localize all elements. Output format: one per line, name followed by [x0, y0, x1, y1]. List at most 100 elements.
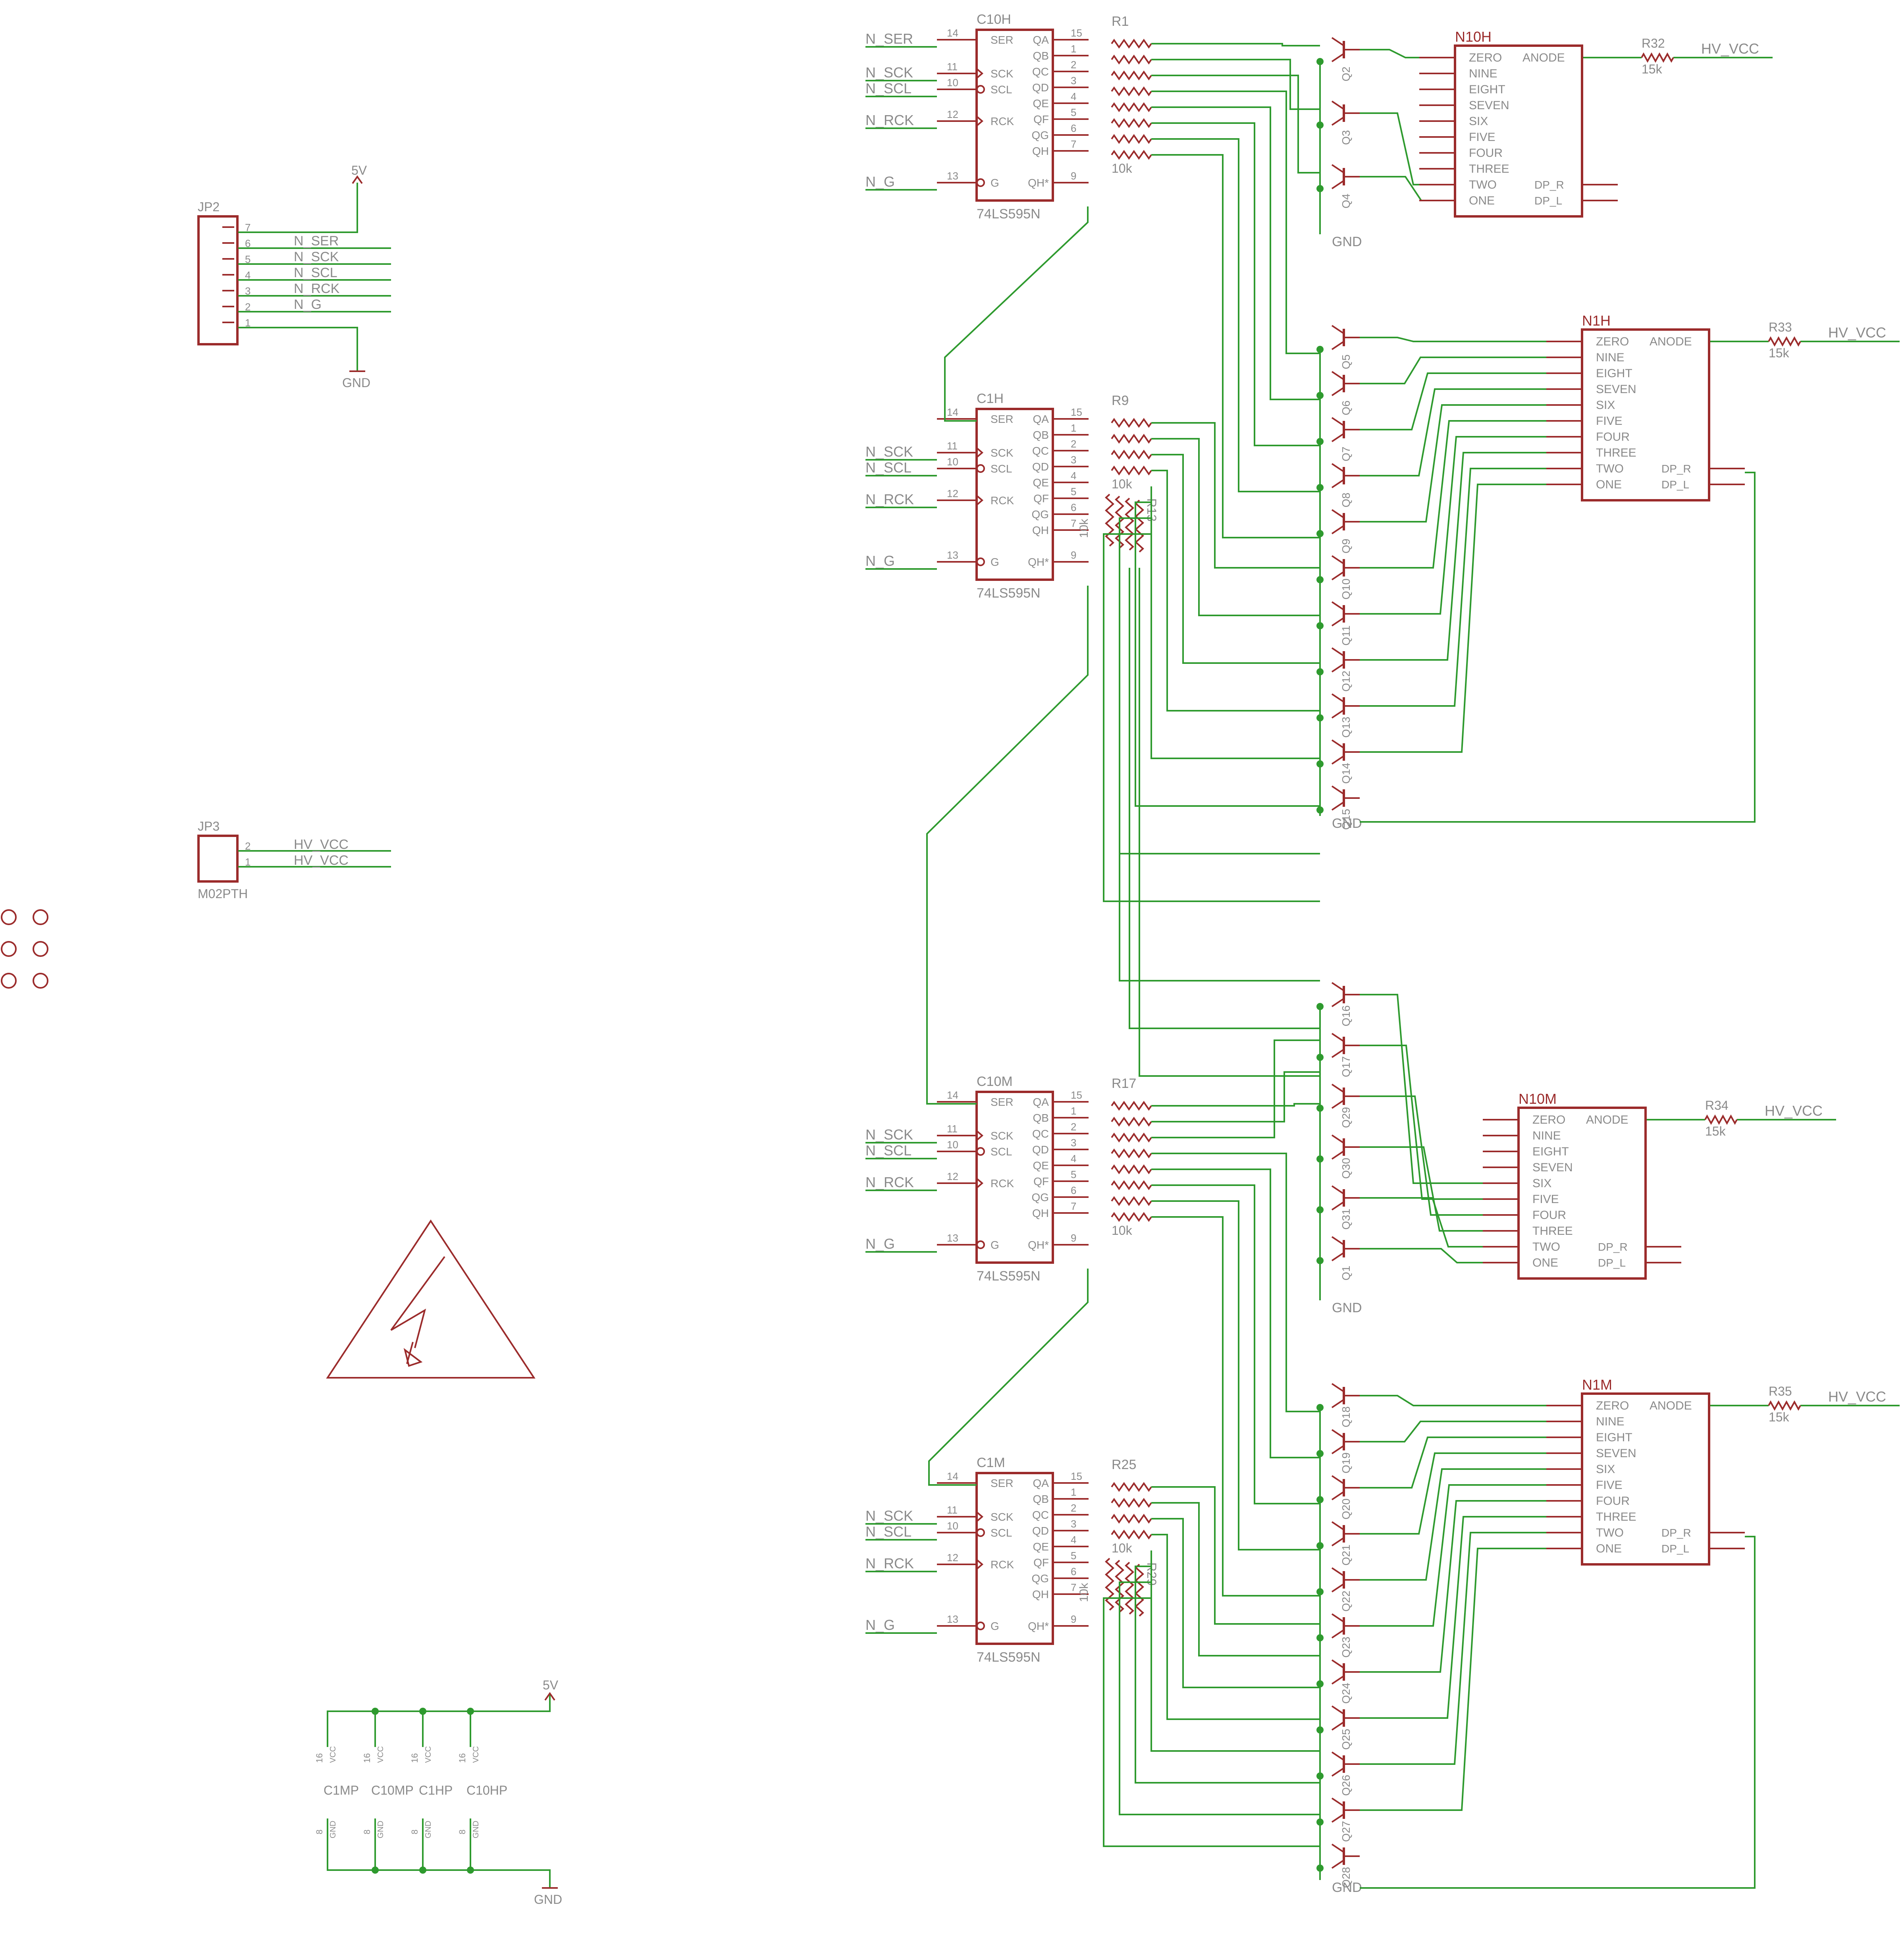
jp2-pin-1: 1	[245, 317, 251, 329]
chip-left-pin-number: 10	[947, 77, 958, 89]
transistor: Q11	[1331, 601, 1360, 646]
chip-left-pin-label: SER	[991, 34, 1014, 46]
inversion-bubble	[976, 557, 985, 566]
chip-right-pin-label: QD	[1032, 461, 1049, 473]
transistor-label: Q15	[1340, 809, 1352, 830]
chip-right-pin-label: QH*	[1028, 556, 1049, 568]
chip-right-pin-label: QH*	[1028, 177, 1049, 189]
junction-dot	[1316, 1206, 1324, 1213]
resistor-symbol	[1111, 1101, 1152, 1111]
clock-marker	[976, 116, 984, 127]
jp3-net-2: HV_VCC	[294, 853, 349, 868]
display-digit-pin: SEVEN	[1596, 383, 1636, 396]
transistor-collector	[1331, 1429, 1345, 1439]
junction-dot	[1316, 484, 1324, 491]
display-drive-wire	[1360, 1045, 1483, 1200]
resistor-symbol	[1135, 1564, 1144, 1617]
chip-right-pin-number: 7	[1071, 1200, 1076, 1212]
resistor-value: 10k	[1112, 1541, 1133, 1555]
chip-net-label: N_RCK	[865, 491, 914, 507]
cap-c1hp-vcc-pin: 16	[410, 1753, 420, 1763]
chip-right-pin-number: 1	[1071, 43, 1076, 55]
chip-name: C1H	[977, 391, 1004, 406]
shift-register-c10m: C10M74LS595NSER14SCK11SCL10RCK12G13N_SCK…	[865, 1074, 1152, 1284]
display-drive-wire	[1360, 468, 1546, 707]
segment-drive-wire	[1151, 138, 1320, 492]
chip-right-pin-number: 15	[1071, 1470, 1082, 1482]
segment-drive-wire	[1150, 486, 1320, 759]
chip-net-label: N_G	[865, 1236, 895, 1252]
chip-value: 74LS595N	[977, 1269, 1041, 1284]
display-digit-pin: FIVE	[1596, 1479, 1623, 1492]
display-drive-wire	[1360, 49, 1419, 58]
transistor-collector	[1331, 325, 1345, 334]
chip-left-pin-number: 12	[947, 1170, 958, 1182]
chip-right-pin-label: QF	[1033, 1556, 1049, 1569]
jp2-pin-4: 4	[245, 269, 251, 281]
anode-resistor-value: 15k	[1769, 346, 1790, 360]
segment-drive-wire	[1151, 1039, 1320, 1138]
chip-left-pin-label: SCL	[991, 1145, 1012, 1158]
segment-drive-wire	[1151, 1184, 1320, 1504]
transistor-label: Q5	[1340, 355, 1352, 369]
transistor-label: Q14	[1340, 763, 1352, 784]
transistor-emitter	[1331, 1629, 1345, 1639]
chip-left-pin-label: SER	[991, 1477, 1014, 1489]
junction-dot	[1316, 58, 1324, 65]
chip-right-pin-label: QG	[1031, 1572, 1049, 1585]
chip-body	[975, 408, 1054, 581]
segment-drive-wire	[1119, 568, 1320, 981]
chip-right-pin-number: 1	[1071, 1486, 1076, 1498]
chip-left-pin-number: 13	[947, 1232, 958, 1244]
transistor-emitter	[1331, 1252, 1345, 1261]
display-drive-wire	[1360, 1532, 1546, 1765]
chip-right-pin-label: QC	[1032, 1128, 1049, 1140]
resistor-symbol	[1111, 1180, 1152, 1190]
resistor-symbol	[1125, 497, 1134, 551]
cap-c1mp-vcc-label: VCC	[329, 1746, 337, 1763]
inversion-bubble	[976, 1528, 985, 1537]
transistor-collector	[1331, 1033, 1345, 1042]
chip-left-pin-label: SCL	[991, 1527, 1012, 1539]
transistor-collector	[1331, 1383, 1345, 1392]
resistor-symbol	[1111, 39, 1152, 49]
junction-dot	[1316, 806, 1324, 814]
display-digit-pin: THREE	[1469, 162, 1509, 175]
jp2-pin-5: 5	[245, 253, 251, 265]
segment-drive-wire	[1103, 533, 1320, 902]
junction-dot	[1316, 714, 1324, 721]
display-name: N1M	[1582, 1377, 1612, 1393]
chip-left-pin-label: G	[991, 556, 999, 568]
transistor-emitter	[1331, 1767, 1345, 1777]
cap-label-c1mp: C1MP	[324, 1783, 359, 1797]
transistor-label: Q19	[1340, 1452, 1352, 1473]
chip-left-pin-label: SCL	[991, 463, 1012, 475]
segment-drive-wire	[1151, 470, 1320, 712]
transistor-label: Q7	[1340, 447, 1352, 461]
display-digit-pin: EIGHT	[1596, 1431, 1632, 1444]
chip-right-pin-number: 5	[1071, 1169, 1076, 1180]
display-body	[1517, 1107, 1647, 1280]
transistor: Q20	[1331, 1475, 1360, 1519]
chip-body	[975, 1091, 1054, 1264]
resistor-symbol	[1111, 1498, 1152, 1508]
jp2-net-g: N_G	[294, 297, 322, 312]
inversion-bubble	[976, 1622, 985, 1630]
chip-right-pin-label: QE	[1033, 97, 1049, 110]
junction-dot	[1316, 622, 1324, 629]
display-digit-pin: SEVEN	[1469, 99, 1509, 112]
segment-drive-wire	[1151, 1071, 1320, 1122]
transistor-label: Q22	[1340, 1591, 1352, 1612]
transistor-emitter	[1331, 1813, 1345, 1823]
transistor-emitter	[1331, 479, 1345, 488]
chip-right-pin-number: 3	[1071, 454, 1076, 466]
display-dp-l-pin: DP_L	[1661, 1543, 1689, 1555]
chip-right-pin-number: 2	[1071, 59, 1076, 71]
display-body	[1454, 44, 1583, 218]
junction-dot	[1316, 1588, 1324, 1595]
junction-dot	[1316, 1496, 1324, 1503]
chip-left-pin-number: 14	[947, 27, 958, 39]
display-drive-wire	[1360, 404, 1546, 523]
transistor-label: Q6	[1340, 401, 1352, 415]
chip-left-pin-number: 14	[947, 1089, 958, 1101]
